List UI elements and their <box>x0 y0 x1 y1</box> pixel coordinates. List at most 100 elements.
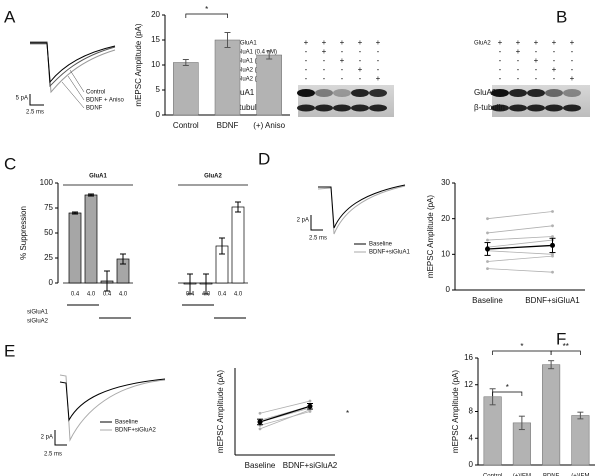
blot-sign: - <box>553 56 556 65</box>
legend-label: BDNF+siGluA2 <box>115 428 157 434</box>
bar <box>231 206 245 284</box>
bar <box>173 62 199 116</box>
band <box>563 104 581 112</box>
y-tick-label: 8 <box>469 407 474 416</box>
blot-sign: + <box>358 65 363 74</box>
y-tick-label: 25 <box>44 253 53 262</box>
scale-label: 2.5 ms <box>26 110 44 116</box>
bracket <box>185 13 228 18</box>
legend-label: Baseline <box>115 420 139 426</box>
legend-label: BDNF+siGluA1 <box>369 250 411 256</box>
point <box>486 231 489 235</box>
x-tick-label: 0.4 <box>71 292 80 298</box>
trace <box>317 185 406 235</box>
scale-bar <box>29 94 44 106</box>
blot-sign: + <box>376 38 381 47</box>
point <box>258 411 262 415</box>
bracket <box>550 350 581 355</box>
significance: ** <box>563 342 569 351</box>
point <box>551 235 554 238</box>
blot-sign: - <box>341 74 344 83</box>
blot-sign: + <box>322 47 327 56</box>
blot-sign: - <box>305 74 308 83</box>
blot-sign: - <box>571 47 574 56</box>
band <box>369 104 387 112</box>
trace <box>30 42 116 84</box>
point <box>551 270 554 274</box>
blot-sign: - <box>517 56 520 65</box>
trace-label: Control <box>86 90 105 96</box>
group-label: GluA2 <box>204 174 222 180</box>
blot-sign: + <box>304 38 309 47</box>
y-tick-label: 20 <box>151 10 160 19</box>
y-tick-label: 20 <box>441 214 450 223</box>
blot-sign: - <box>323 74 326 83</box>
blot-sign: - <box>359 56 362 65</box>
blot-sign: - <box>305 56 308 65</box>
blot-row-label: siGluA1 (0.4 nM) <box>232 50 277 56</box>
band <box>351 104 369 112</box>
x-tick-label: 0.4 <box>218 292 227 298</box>
x-tick-label: 0.4 <box>186 292 195 298</box>
panel-label: B <box>556 7 567 26</box>
blot-sign: + <box>534 56 539 65</box>
y-tick-label: 30 <box>441 178 450 187</box>
bar <box>68 212 82 284</box>
blot-sign: + <box>552 65 557 74</box>
blot-sign: - <box>517 65 520 74</box>
band <box>297 104 315 112</box>
blot-sign: + <box>322 38 327 47</box>
blot-row-label: siGluA2 (0.4 nM) <box>232 68 277 74</box>
blot-sign: - <box>323 56 326 65</box>
x-tick-label: BDNF <box>543 474 560 476</box>
bracket <box>492 350 552 355</box>
series-line <box>487 244 553 250</box>
band <box>491 89 509 97</box>
blot-sign: + <box>340 38 345 47</box>
point <box>485 246 490 252</box>
blot-sign: - <box>553 47 556 56</box>
blot-sign: - <box>377 56 380 65</box>
y-tick-label: 0 <box>446 285 451 294</box>
y-tick-label: 75 <box>44 203 53 212</box>
legend-label: Baseline <box>369 242 393 248</box>
trace-label: BDNF <box>86 106 103 112</box>
bracket <box>492 391 523 396</box>
blot-header: GluA1 <box>240 41 257 47</box>
series-line <box>487 225 553 234</box>
point <box>551 254 554 258</box>
scale-label: 2.5 ms <box>309 236 327 242</box>
x-tick-label: BDNF+siGluA1 <box>525 296 580 305</box>
point <box>551 210 554 213</box>
y-tick-label: 0 <box>156 110 161 119</box>
panel-label: C <box>4 154 16 173</box>
band <box>545 89 563 97</box>
blot-sign: + <box>570 38 575 47</box>
x-tick-label: Control <box>483 474 502 476</box>
y-tick-label: 0 <box>49 278 54 287</box>
blot-sign: - <box>535 47 538 56</box>
series-line <box>487 255 553 262</box>
y-tick-label: 100 <box>40 178 54 187</box>
blot-sign: - <box>553 74 556 83</box>
series-line <box>259 405 311 423</box>
pointer <box>61 81 85 109</box>
blot-sign: - <box>499 56 502 65</box>
y-tick-label: 0 <box>469 460 474 469</box>
series-line <box>487 250 553 255</box>
y-tick-label: 10 <box>441 249 450 258</box>
band <box>297 89 315 97</box>
x-tick-label: 4.0 <box>87 292 96 298</box>
y-axis-label: mEPSC Amplitude (pA) <box>134 23 143 106</box>
point <box>258 427 262 431</box>
band <box>491 104 509 112</box>
x-tick-label: Control <box>173 121 199 130</box>
band <box>509 89 527 97</box>
panel-label: E <box>4 341 15 360</box>
band <box>333 89 351 97</box>
blot-sign: + <box>358 38 363 47</box>
y-tick-label: 16 <box>464 353 473 362</box>
bar <box>571 415 590 466</box>
blot-sign: - <box>359 74 362 83</box>
